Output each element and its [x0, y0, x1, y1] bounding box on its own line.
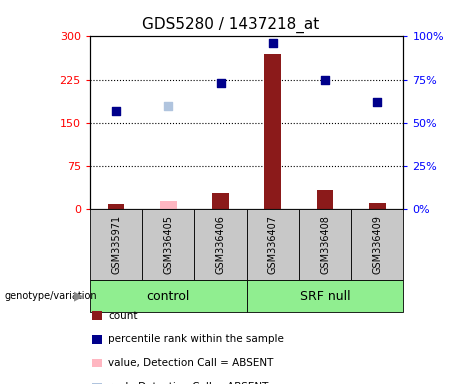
- Text: SRF null: SRF null: [300, 290, 350, 303]
- Point: [165, 103, 172, 109]
- Text: GSM336408: GSM336408: [320, 215, 330, 274]
- Point: [217, 80, 224, 86]
- Point: [321, 77, 329, 83]
- Text: percentile rank within the sample: percentile rank within the sample: [108, 334, 284, 344]
- Bar: [108, 204, 124, 209]
- Text: GSM336407: GSM336407: [268, 215, 278, 274]
- Text: genotype/variation: genotype/variation: [5, 291, 97, 301]
- Text: GDS5280 / 1437218_at: GDS5280 / 1437218_at: [142, 17, 319, 33]
- Bar: [317, 190, 333, 209]
- Text: GSM336409: GSM336409: [372, 215, 382, 274]
- Bar: [369, 203, 385, 209]
- Point: [112, 108, 120, 114]
- Bar: [265, 54, 281, 209]
- Text: GSM335971: GSM335971: [111, 215, 121, 274]
- Point: [373, 99, 381, 105]
- Text: ▶: ▶: [74, 290, 83, 303]
- Text: rank, Detection Call = ABSENT: rank, Detection Call = ABSENT: [108, 382, 269, 384]
- Point: [269, 40, 277, 46]
- Text: GSM336405: GSM336405: [163, 215, 173, 274]
- Bar: [212, 193, 229, 209]
- Text: control: control: [147, 290, 190, 303]
- Text: value, Detection Call = ABSENT: value, Detection Call = ABSENT: [108, 358, 274, 368]
- Text: count: count: [108, 311, 138, 321]
- Text: GSM336406: GSM336406: [215, 215, 225, 274]
- Bar: [160, 201, 177, 209]
